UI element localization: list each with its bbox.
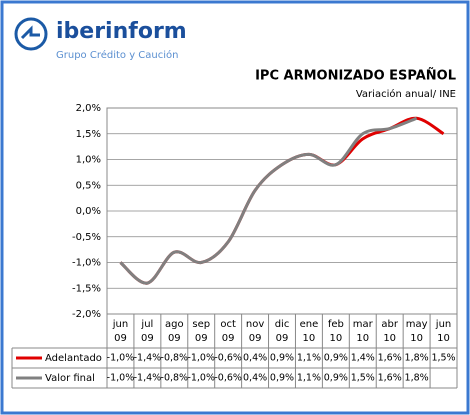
y-tick-label: 2,0% <box>76 103 101 114</box>
x-tick-label: may <box>406 319 428 330</box>
table-value: 1,5% <box>351 373 375 384</box>
table-value: 1,4% <box>351 353 375 364</box>
y-tick-label: -2,0% <box>72 309 101 320</box>
table-value: -1,0% <box>187 353 215 364</box>
x-tick-label: jun <box>112 319 128 330</box>
table-value: 1,5% <box>431 353 455 364</box>
table-value: -0,8% <box>161 353 189 364</box>
x-tick-label: 10 <box>410 333 423 344</box>
brand: iberinform <box>56 19 187 44</box>
table-value: 1,1% <box>297 373 321 384</box>
y-tick-label: -1,5% <box>72 283 101 294</box>
y-tick-label: -0,5% <box>72 232 101 243</box>
chart-subtitle: Variación anual/ INE <box>356 88 456 100</box>
table-value: 0,4% <box>243 373 267 384</box>
table-value: 0,9% <box>270 373 294 384</box>
y-tick-label: 1,0% <box>76 155 101 166</box>
x-tick-label: 09 <box>114 333 127 344</box>
x-tick-label: 10 <box>383 333 396 344</box>
tagline: Grupo Crédito y Caución <box>56 49 179 61</box>
x-tick-label: mar <box>353 319 374 330</box>
x-tick-label: 10 <box>329 333 342 344</box>
x-tick-label: 10 <box>356 333 369 344</box>
x-tick-label: 10 <box>303 333 316 344</box>
chart-title: IPC ARMONIZADO ESPAÑOL <box>255 68 456 84</box>
x-tick-label: jun <box>435 319 451 330</box>
table-value: 1,8% <box>405 373 429 384</box>
x-tick-label: ago <box>165 319 184 330</box>
x-tick-label: 09 <box>249 333 262 344</box>
y-tick-label: 1,5% <box>76 129 101 140</box>
table-value: -1,0% <box>187 373 215 384</box>
legend-label: Adelantado <box>45 353 102 364</box>
table-value: 0,9% <box>324 353 348 364</box>
table-value: 0,9% <box>270 353 294 364</box>
table-value: 1,6% <box>378 353 402 364</box>
x-tick-label: abr <box>381 319 398 330</box>
table-value: -0,6% <box>214 373 242 384</box>
table-value: -0,8% <box>161 373 189 384</box>
table-value: -0,6% <box>214 353 242 364</box>
x-tick-label: 09 <box>195 333 208 344</box>
x-tick-label: 09 <box>276 333 289 344</box>
x-tick-label: ene <box>300 319 319 330</box>
table-value: 1,1% <box>297 353 321 364</box>
table-value: 0,4% <box>243 353 267 364</box>
x-tick-label: 09 <box>222 333 235 344</box>
x-tick-label: 09 <box>141 333 154 344</box>
x-tick-label: sep <box>192 319 210 330</box>
table-value: -1,4% <box>134 373 162 384</box>
x-tick-label: dic <box>275 319 290 330</box>
table-value: 1,6% <box>378 373 402 384</box>
x-tick-label: 09 <box>168 333 181 344</box>
x-tick-label: oct <box>220 319 236 330</box>
x-tick-label: jul <box>140 319 153 330</box>
y-tick-label: -1,0% <box>72 258 101 269</box>
x-tick-label: nov <box>246 319 264 330</box>
table-value: 1,8% <box>405 353 429 364</box>
series-line <box>119 116 418 285</box>
y-tick-label: 0,0% <box>76 206 101 217</box>
table-value: -1,0% <box>107 373 135 384</box>
table-value: 0,9% <box>324 373 348 384</box>
x-tick-label: 10 <box>437 333 450 344</box>
table-value: -1,4% <box>134 353 162 364</box>
logo-icon <box>14 17 48 51</box>
legend-label: Valor final <box>45 373 95 384</box>
x-tick-label: feb <box>328 319 344 330</box>
y-tick-label: 0,5% <box>76 180 101 191</box>
table-value: -1,0% <box>107 353 135 364</box>
